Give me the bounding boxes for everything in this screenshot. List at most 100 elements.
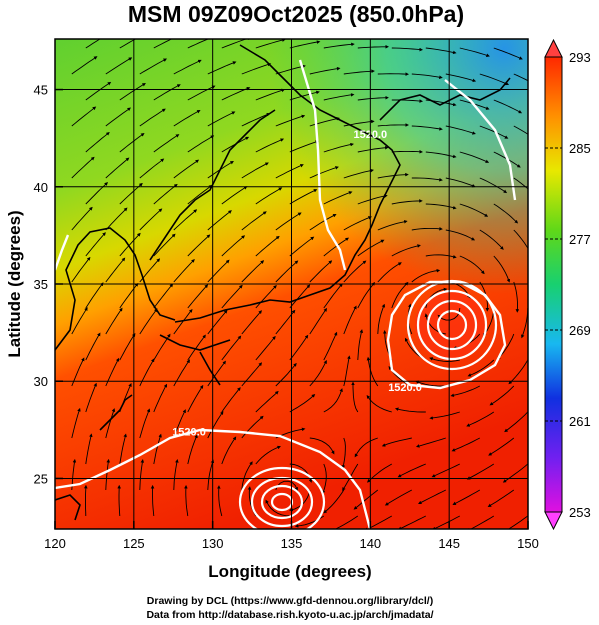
streamline bbox=[425, 47, 457, 55]
streamline bbox=[207, 360, 226, 387]
streamline bbox=[343, 260, 367, 283]
streamline bbox=[119, 433, 127, 465]
streamline bbox=[221, 284, 243, 309]
streamline bbox=[85, 232, 106, 257]
streamline bbox=[397, 463, 426, 478]
streamline bbox=[139, 208, 163, 231]
streamline bbox=[425, 151, 457, 159]
streamline bbox=[173, 459, 179, 491]
streamline bbox=[467, 359, 495, 377]
streamline bbox=[391, 149, 423, 154]
streamline bbox=[207, 410, 224, 439]
streamline bbox=[71, 106, 97, 127]
streamline bbox=[488, 437, 515, 456]
streamline bbox=[105, 57, 133, 75]
streamline bbox=[377, 262, 402, 283]
colorbar-tick-label: 261 bbox=[569, 414, 591, 429]
streamline bbox=[513, 73, 528, 82]
streamline bbox=[377, 72, 409, 76]
streamline bbox=[221, 186, 248, 205]
streamline bbox=[354, 437, 378, 458]
colorbar-gradient bbox=[544, 56, 563, 513]
streamline bbox=[173, 308, 193, 335]
streamline bbox=[173, 259, 195, 283]
lat-lon-grid bbox=[55, 39, 528, 529]
streamline bbox=[119, 332, 136, 361]
wind-streamlines bbox=[71, 39, 528, 529]
streamline bbox=[445, 177, 476, 188]
y-tick-label: 40 bbox=[34, 180, 48, 195]
streamline bbox=[351, 381, 359, 413]
streamline bbox=[275, 114, 306, 127]
streamline bbox=[153, 183, 178, 205]
contour-label: 1520.0 bbox=[388, 382, 422, 394]
streamline bbox=[187, 135, 215, 153]
streamline bbox=[153, 39, 173, 49]
streamline bbox=[323, 191, 353, 205]
streamline bbox=[391, 99, 423, 103]
streamline bbox=[309, 166, 339, 179]
y-axis-ticks: 25 30 35 40 45 bbox=[34, 83, 63, 486]
coastlines bbox=[55, 44, 511, 521]
y-axis-label: Latitude (degrees) bbox=[5, 210, 24, 357]
streamline bbox=[411, 227, 443, 231]
streamline bbox=[489, 385, 515, 406]
streamline bbox=[323, 489, 345, 514]
streamline bbox=[353, 489, 379, 510]
streamline bbox=[377, 172, 409, 179]
streamline bbox=[289, 189, 318, 205]
streamline bbox=[150, 484, 155, 517]
streamline bbox=[397, 515, 427, 529]
streamline bbox=[85, 382, 97, 413]
streamline bbox=[153, 84, 181, 101]
streamline bbox=[255, 187, 283, 205]
x-tick-label: 135 bbox=[281, 536, 303, 551]
streamline bbox=[85, 81, 112, 101]
streamline bbox=[153, 283, 174, 309]
streamline bbox=[275, 362, 297, 387]
streamline bbox=[459, 255, 485, 275]
streamline bbox=[431, 463, 460, 478]
colorbar-tick-label: 253 bbox=[569, 505, 591, 520]
streamline bbox=[343, 216, 372, 231]
streamline bbox=[391, 281, 409, 309]
streamline bbox=[173, 409, 186, 439]
streamline bbox=[221, 387, 241, 413]
streamline bbox=[411, 177, 443, 182]
streamline bbox=[187, 384, 204, 413]
streamline bbox=[275, 260, 299, 283]
streamline bbox=[187, 434, 198, 465]
streamline bbox=[377, 220, 408, 231]
streamline bbox=[265, 499, 290, 517]
streamline bbox=[241, 362, 263, 387]
streamline bbox=[85, 39, 101, 49]
streamline bbox=[173, 159, 200, 179]
streamline bbox=[139, 158, 165, 179]
streamline bbox=[343, 168, 374, 179]
colorbar-tick-label: 277 bbox=[569, 232, 591, 247]
streamline bbox=[105, 257, 126, 283]
streamline bbox=[119, 133, 145, 153]
streamline bbox=[289, 40, 321, 49]
streamline bbox=[323, 331, 338, 361]
streamline bbox=[241, 260, 265, 283]
streamline bbox=[343, 69, 375, 75]
streamline bbox=[241, 211, 267, 231]
streamline bbox=[309, 307, 328, 335]
streamline bbox=[289, 236, 315, 257]
streamline bbox=[479, 177, 508, 194]
streamline bbox=[527, 255, 528, 258]
streamline bbox=[415, 437, 446, 448]
streamline bbox=[275, 64, 306, 75]
streamline bbox=[391, 47, 423, 52]
streamline bbox=[241, 461, 253, 491]
streamline bbox=[255, 39, 286, 49]
streamline bbox=[377, 303, 386, 335]
credit-data: Data from http://database.rish.kyoto-u.a… bbox=[146, 609, 433, 621]
streamline bbox=[357, 145, 389, 153]
streamline bbox=[445, 229, 476, 241]
streamline bbox=[479, 125, 509, 139]
streamline bbox=[357, 281, 376, 309]
streamline bbox=[187, 184, 213, 205]
